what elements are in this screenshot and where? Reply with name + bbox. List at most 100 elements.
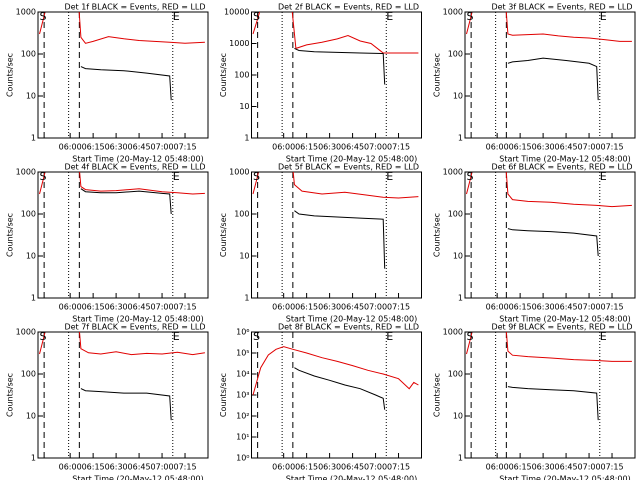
y-tick-label: 1000 [443,328,463,337]
series-line [507,228,599,257]
y-tick-label: 10⁴ [236,370,249,379]
y-tick-label: 1 [244,134,249,143]
series-line [466,332,632,362]
y-tick-label: 1000 [443,168,463,177]
y-axis-label: Counts/sec [433,213,442,257]
annotation: S [40,330,47,343]
annotation: E [386,10,393,23]
annotation: S [467,330,474,343]
y-axis-label: Counts/sec [219,213,228,257]
x-tick-label: 06:30 [318,143,341,152]
x-axis-label: Start Time (20-May-12 05:48:00) [499,475,630,480]
x-tick-label: 07:00 [364,143,387,152]
plot-frame [251,171,422,299]
annotation: E [600,330,607,343]
x-tick-label: 06:45 [555,303,578,312]
y-tick-label: 100 [448,210,463,219]
x-tick-label: 06:15 [295,463,318,472]
x-axis-label: Start Time (20-May-12 05:48:00) [72,475,203,480]
series-line [252,12,419,54]
x-tick-label: 06:45 [555,463,578,472]
x-tick-label: 07:15 [600,303,623,312]
y-tick-label: 10000 [224,8,249,17]
x-tick-label: 07:00 [578,143,601,152]
y-tick-label: 1000 [443,8,463,17]
y-tick-label: 10 [453,92,463,101]
x-tick-label: 07:15 [600,143,623,152]
x-tick-label: 06:45 [341,143,364,152]
x-tick-label: 06:00 [486,463,509,472]
annotation: E [173,330,180,343]
y-tick-label: 1000 [16,168,36,177]
x-tick-label: 06:45 [128,143,151,152]
x-tick-label: 07:00 [364,463,387,472]
y-tick-label: 100 [21,50,36,59]
annotation: E [386,170,393,183]
annotation: S [467,10,474,23]
plot-frame [37,11,209,139]
x-tick-label: 06:45 [341,303,364,312]
x-tick-label: 06:30 [318,303,341,312]
y-tick-label: 1 [31,294,36,303]
x-tick-label: 07:15 [173,143,196,152]
series-line [466,12,632,42]
x-tick-label: 06:00 [59,143,82,152]
series-line [294,367,386,410]
plot-area [39,172,205,298]
x-tick-label: 06:30 [318,463,341,472]
plot-area [252,172,419,298]
series-line [252,172,419,199]
y-tick-label: 10¹ [236,433,249,442]
plot-area [466,332,632,458]
x-tick-label: 06:30 [532,303,555,312]
y-axis-label: Counts/sec [219,53,228,97]
x-tick-label: 06:15 [295,303,318,312]
series-line [39,12,205,44]
x-axis-label: Start Time (20-May-12 05:48:00) [286,475,417,480]
y-tick-label: 10² [236,412,249,421]
y-tick-label: 100 [448,370,463,379]
plot-frame [37,331,209,459]
annotation: S [40,10,47,23]
plot-area [39,12,205,138]
y-tick-label: 10 [239,252,249,261]
chart-title: Det 6f BLACK = Events, RED = LLD [491,163,632,172]
x-tick-label: 07:15 [173,303,196,312]
y-tick-label: 10⁶ [236,328,249,337]
series-line [466,172,632,208]
x-tick-label: 06:15 [295,143,318,152]
chart-title: Det 4f BLACK = Events, RED = LLD [64,163,205,172]
x-tick-label: 07:00 [151,463,174,472]
plot-area [466,172,632,298]
series-line [80,66,172,101]
x-axis-label: Start Time (20-May-12 05:48:00) [72,155,203,164]
chart-title: Det 5f BLACK = Events, RED = LLD [278,163,419,172]
y-tick-label: 1 [458,134,463,143]
annotation: S [253,10,260,23]
y-tick-label: 1000 [16,328,36,337]
y-tick-label: 10 [239,102,249,111]
panel: Det 3f BLACK = Events, RED = LLD Start Ti… [433,3,636,164]
chart-title: Det 8f BLACK = Events, RED = LLD [278,323,419,332]
x-tick-label: 06:15 [82,463,105,472]
x-tick-label: 07:00 [364,303,387,312]
x-tick-label: 06:30 [105,143,128,152]
chart-title: Det 7f BLACK = Events, RED = LLD [64,323,205,332]
series-line [507,386,599,421]
x-tick-label: 06:45 [555,143,578,152]
series-line [80,188,172,215]
x-axis-label: Start Time (20-May-12 05:48:00) [72,315,203,324]
panel: Det 8f BLACK = Events, RED = LLD Start Ti… [219,323,422,480]
annotation: S [40,170,47,183]
x-tick-label: 06:00 [272,143,295,152]
x-tick-label: 06:15 [509,143,532,152]
y-axis-label: Counts/sec [219,373,228,417]
y-axis-label: Counts/sec [6,213,15,257]
panel: Det 4f BLACK = Events, RED = LLD Start Ti… [6,163,209,324]
y-axis-label: Counts/sec [6,53,15,97]
panel: Det 9f BLACK = Events, RED = LLD Start Ti… [433,323,636,480]
panel: Det 5f BLACK = Events, RED = LLD Start Ti… [219,163,422,324]
plot-area [252,332,419,458]
x-tick-label: 06:00 [59,463,82,472]
